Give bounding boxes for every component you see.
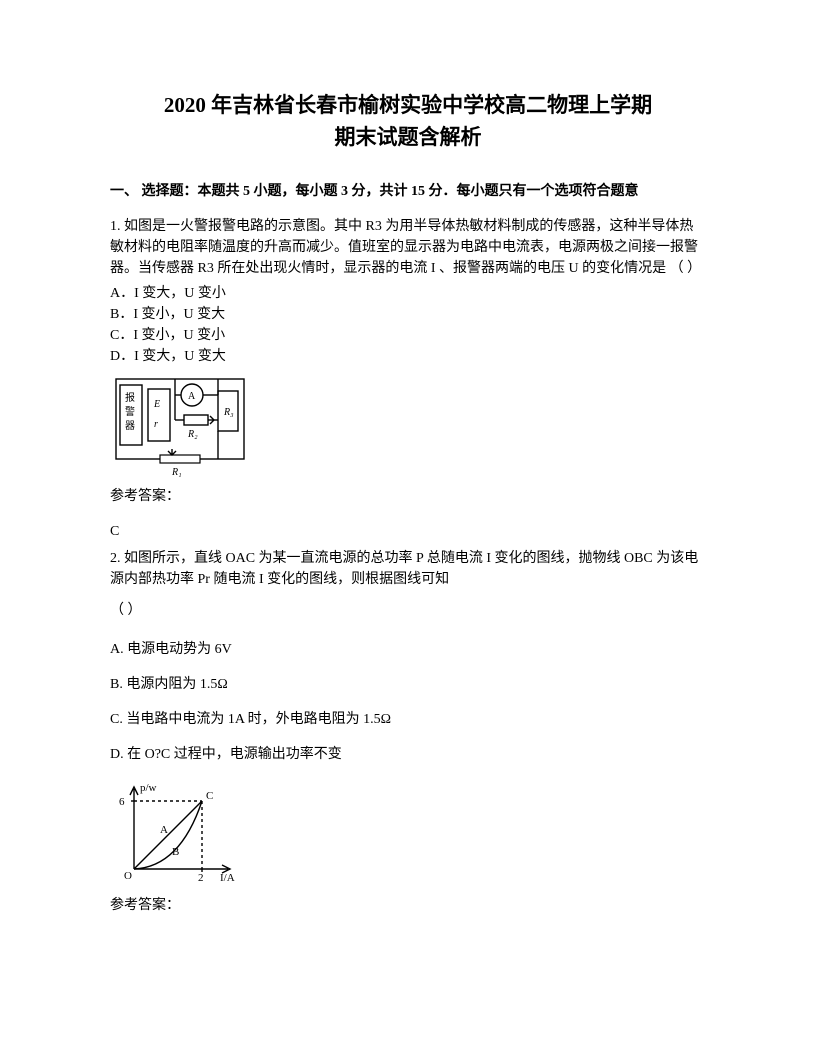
q2-option-b: B. 电源内阻为 1.5Ω: [110, 674, 706, 695]
q1-fig-a: A: [188, 391, 196, 402]
q1-fig-e: E: [153, 399, 160, 410]
q2-paren: （ ）: [110, 600, 706, 621]
title-line-2: 期末试题含解析: [335, 125, 482, 149]
q2-fig-o: O: [124, 870, 132, 882]
q2-fig-c: C: [206, 790, 213, 802]
q2-option-a: A. 电源电动势为 6V: [110, 639, 706, 660]
q2-answer-label: 参考答案：: [110, 895, 706, 916]
q1-fig-alarm-2: 警: [125, 405, 135, 418]
q1-fig-r3: R₃: [223, 407, 234, 418]
q1-fig-r: r: [154, 419, 158, 430]
q1-option-a: A．I 变大，U 变小: [110, 283, 706, 304]
q2-fig-xlabel: I/A: [220, 872, 235, 884]
q2-option-c: C. 当电路中电流为 1A 时，外电路电阻为 1.5Ω: [110, 709, 706, 730]
q1-fig-alarm-3: 器: [125, 420, 135, 432]
q2-stem: 2. 如图所示，直线 OAC 为某一直流电源的总功率 P 总随电流 I 变化的图…: [110, 548, 706, 590]
title-line-1: 2020 年吉林省长春市榆树实验中学校高二物理上学期: [164, 93, 652, 117]
q2-fig-ylabel: p/w: [140, 782, 157, 794]
page-title: 2020 年吉林省长春市榆树实验中学校高二物理上学期 期末试题含解析: [110, 90, 706, 153]
q1-option-b: B．I 变小，U 变大: [110, 304, 706, 325]
q2-figure: p/w 6 C A B O 2 I/A: [110, 777, 706, 887]
q1-fig-r2: R₂: [187, 429, 198, 440]
q2-fig-a: A: [160, 824, 168, 836]
section-1-header: 一、 选择题：本题共 5 小题，每小题 3 分，共计 15 分．每小题只有一个选…: [110, 181, 706, 202]
q1-option-d: D．I 变大，U 变大: [110, 346, 706, 367]
q1-figure: 报 警 器 E r A R₃ R₂ R₁: [110, 373, 706, 478]
q1-fig-r1: R₁: [171, 467, 182, 478]
q1-fig-alarm-1: 报: [125, 391, 135, 404]
q1-option-c: C．I 变小，U 变小: [110, 325, 706, 346]
q2-fig-ytick: 6: [119, 796, 125, 808]
q1-answer-label: 参考答案：: [110, 486, 706, 507]
q1-answer: C: [110, 521, 706, 542]
q2-fig-xtick: 2: [198, 872, 204, 884]
q2-fig-b: B: [172, 846, 179, 858]
q2-option-d: D. 在 O?C 过程中，电源输出功率不变: [110, 744, 706, 765]
q1-stem: 1. 如图是一火警报警电路的示意图。其中 R3 为用半导体热敏材料制成的传感器，…: [110, 216, 706, 279]
